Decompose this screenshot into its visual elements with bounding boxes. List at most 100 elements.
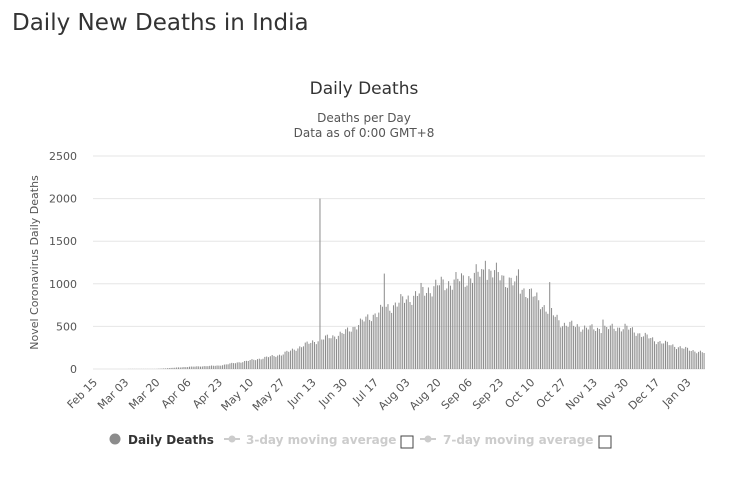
bar[interactable] — [369, 319, 371, 369]
bar[interactable] — [350, 331, 352, 369]
bar[interactable] — [229, 363, 231, 369]
bar[interactable] — [238, 362, 240, 369]
bar[interactable] — [585, 327, 587, 369]
bar[interactable] — [323, 339, 325, 369]
bar[interactable] — [574, 327, 576, 369]
bar[interactable] — [499, 280, 501, 369]
bar[interactable] — [336, 339, 338, 369]
bar[interactable] — [455, 272, 457, 369]
bar[interactable] — [567, 327, 569, 369]
bar[interactable] — [222, 365, 224, 369]
bar[interactable] — [404, 302, 406, 369]
bar[interactable] — [435, 279, 437, 369]
bar[interactable] — [218, 365, 220, 369]
bar[interactable] — [337, 335, 339, 369]
bar[interactable] — [571, 320, 573, 369]
legend-7day-checkbox[interactable] — [598, 435, 612, 449]
bar[interactable] — [694, 351, 696, 369]
bar[interactable] — [275, 356, 277, 369]
bar[interactable] — [650, 337, 652, 369]
bar[interactable] — [295, 350, 297, 369]
bar[interactable] — [549, 282, 551, 369]
bar[interactable] — [352, 327, 354, 369]
bar[interactable] — [479, 276, 481, 369]
bar[interactable] — [383, 273, 385, 369]
bar[interactable] — [400, 294, 402, 369]
bar[interactable] — [192, 366, 194, 369]
bar[interactable] — [304, 342, 306, 369]
bar[interactable] — [449, 285, 451, 369]
bar[interactable] — [347, 327, 349, 369]
bar[interactable] — [543, 305, 545, 369]
bar[interactable] — [166, 368, 168, 369]
bar[interactable] — [198, 366, 200, 369]
bar[interactable] — [620, 331, 622, 369]
bar[interactable] — [242, 362, 244, 369]
bar[interactable] — [332, 335, 334, 369]
bar[interactable] — [416, 295, 418, 369]
bar[interactable] — [664, 340, 666, 369]
bar[interactable] — [225, 364, 227, 369]
bar[interactable] — [426, 293, 428, 369]
bar[interactable] — [187, 367, 189, 369]
bar[interactable] — [619, 327, 621, 369]
bar[interactable] — [562, 326, 564, 369]
bar[interactable] — [367, 314, 369, 369]
bar[interactable] — [244, 360, 246, 369]
bar[interactable] — [604, 325, 606, 369]
bar[interactable] — [431, 296, 433, 369]
bar[interactable] — [615, 331, 617, 369]
bar[interactable] — [490, 270, 492, 369]
bar[interactable] — [486, 279, 488, 369]
bar[interactable] — [313, 341, 315, 369]
bar[interactable] — [696, 353, 698, 369]
bar[interactable] — [253, 359, 255, 369]
bar[interactable] — [196, 366, 198, 369]
bar[interactable] — [451, 289, 453, 369]
bar[interactable] — [444, 290, 446, 369]
bar[interactable] — [415, 291, 417, 369]
bar[interactable] — [185, 367, 187, 369]
bar[interactable] — [348, 331, 350, 369]
bar[interactable] — [394, 302, 396, 369]
bar[interactable] — [628, 329, 630, 369]
bar[interactable] — [657, 341, 659, 369]
bar[interactable] — [532, 296, 534, 369]
bar[interactable] — [174, 367, 176, 369]
bar[interactable] — [245, 360, 247, 369]
bar[interactable] — [692, 350, 694, 369]
bar[interactable] — [484, 260, 486, 369]
bar[interactable] — [339, 331, 341, 369]
bar[interactable] — [308, 343, 310, 369]
bar[interactable] — [266, 356, 268, 369]
bar[interactable] — [473, 272, 475, 369]
bar[interactable] — [188, 366, 190, 369]
bar[interactable] — [306, 341, 308, 369]
bar[interactable] — [343, 333, 345, 369]
bar[interactable] — [310, 342, 312, 369]
bar[interactable] — [563, 322, 565, 369]
bar[interactable] — [652, 337, 654, 369]
bar[interactable] — [302, 346, 304, 369]
bar[interactable] — [387, 304, 389, 369]
bar[interactable] — [398, 302, 400, 369]
bar[interactable] — [212, 365, 214, 369]
bar[interactable] — [321, 339, 323, 369]
bar[interactable] — [528, 289, 530, 369]
bar[interactable] — [442, 279, 444, 369]
bar[interactable] — [573, 325, 575, 369]
bar[interactable] — [538, 300, 540, 369]
bar[interactable] — [409, 302, 411, 369]
bar[interactable] — [492, 277, 494, 369]
bar[interactable] — [593, 329, 595, 369]
bar[interactable] — [527, 298, 529, 369]
bar[interactable] — [580, 331, 582, 369]
bar[interactable] — [530, 288, 532, 369]
bar[interactable] — [475, 264, 477, 369]
bar[interactable] — [534, 296, 536, 369]
bar[interactable] — [521, 289, 523, 369]
bar[interactable] — [240, 362, 242, 369]
bar[interactable] — [429, 293, 431, 369]
bar[interactable] — [545, 311, 547, 369]
bar[interactable] — [170, 367, 172, 369]
